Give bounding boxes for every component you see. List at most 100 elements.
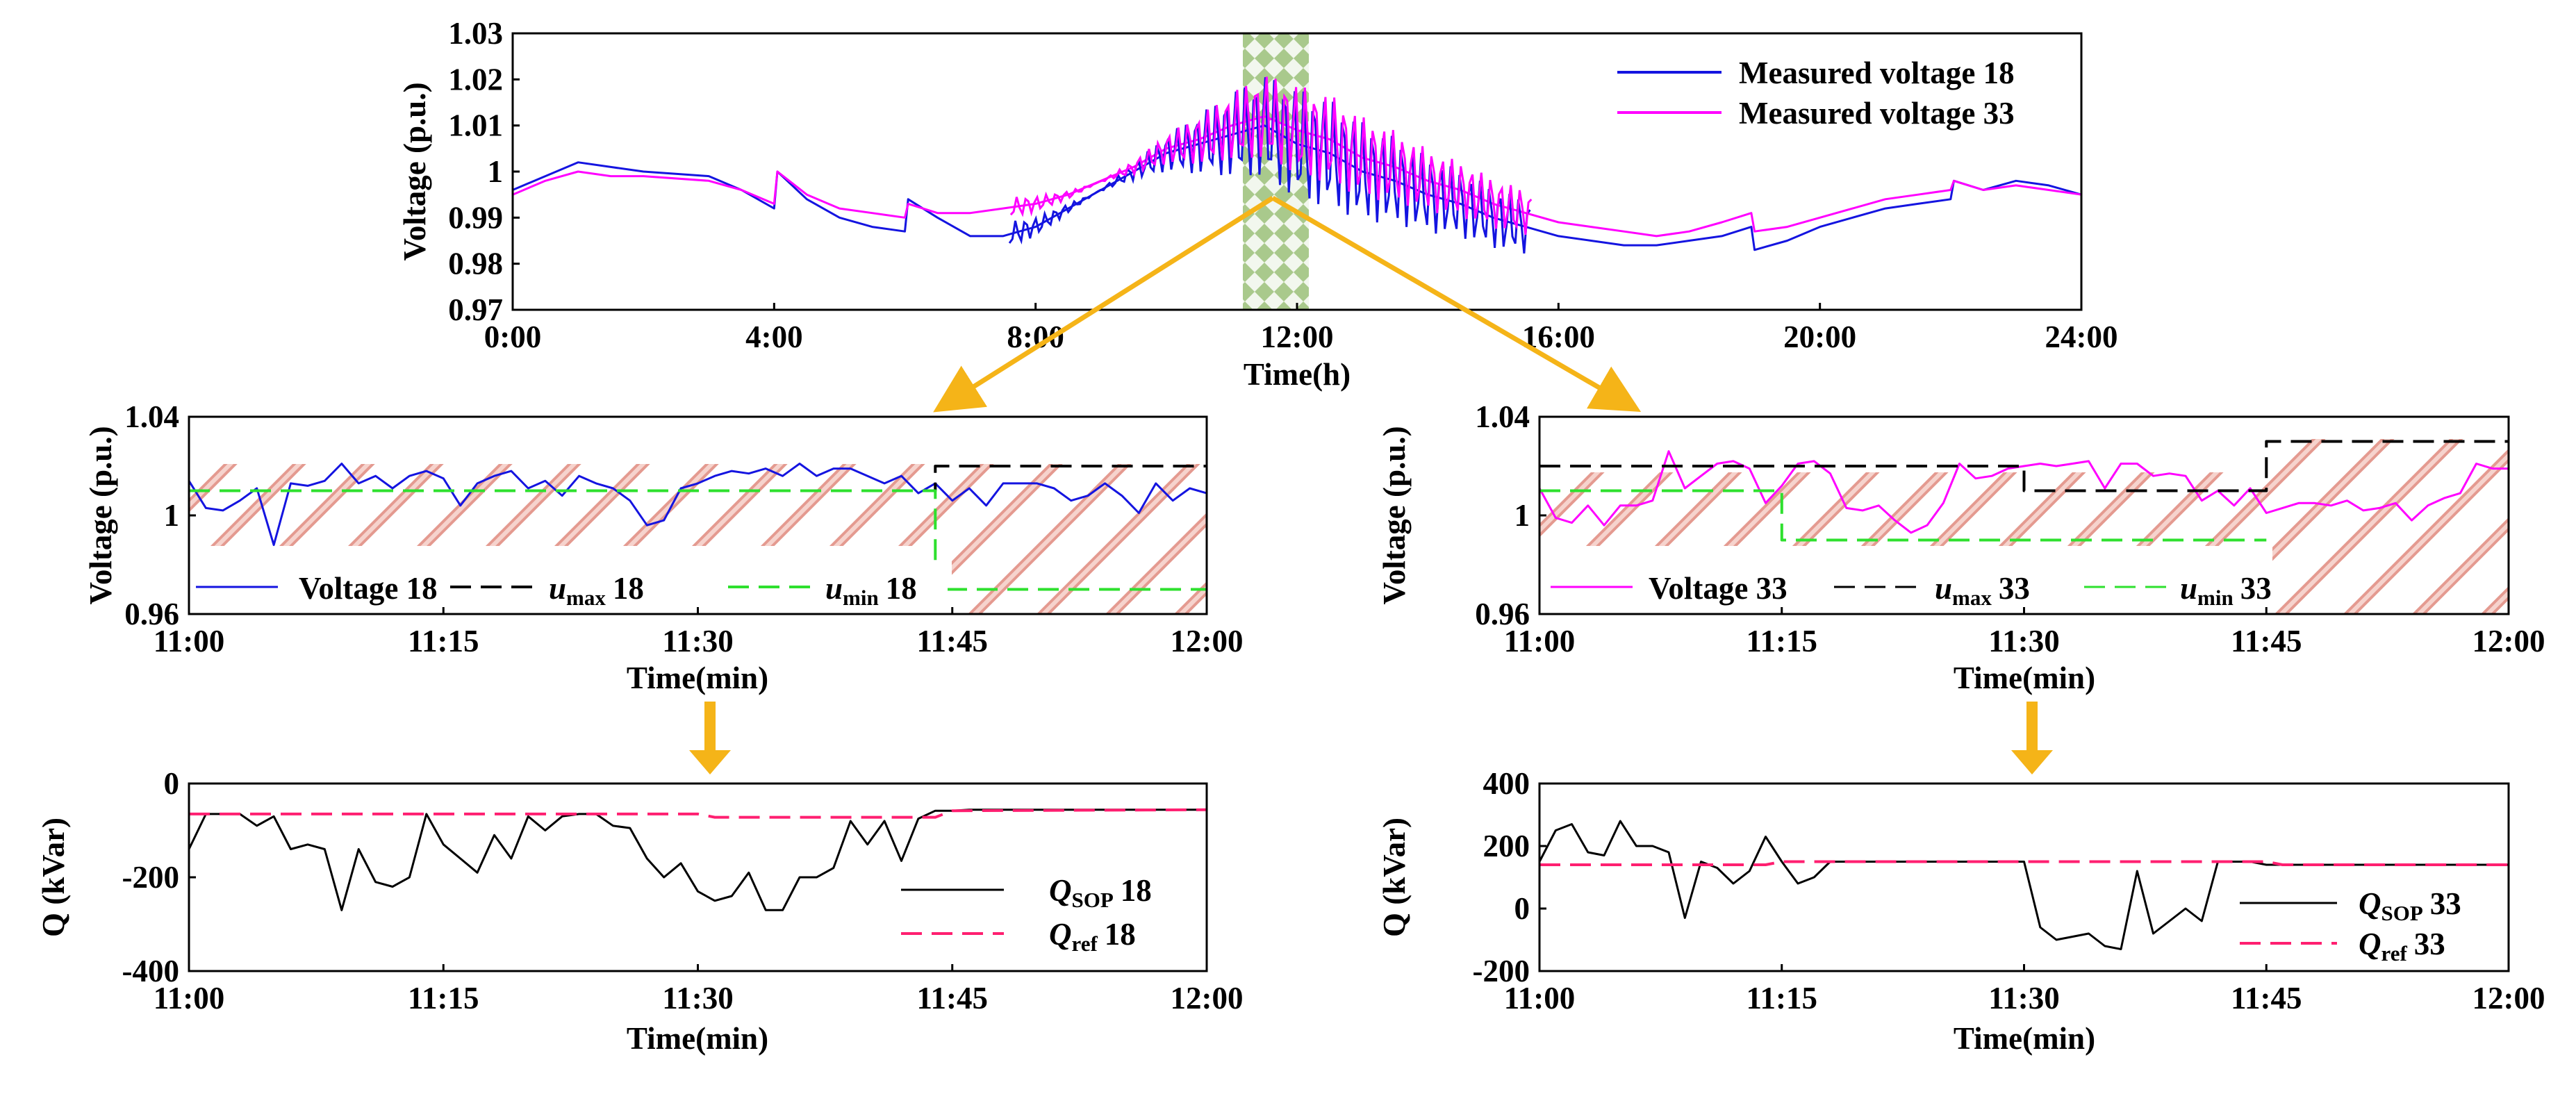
mr-xtick-label: 12:00 <box>2472 624 2545 658</box>
top-legend: Measured voltage 18 Measured voltage 33 <box>1617 56 2015 131</box>
ml-xtick-label: 11:45 <box>916 624 988 658</box>
br-series-1 <box>1539 860 2509 866</box>
top-series-0-fluctuation <box>1008 77 1531 254</box>
top-xtick-label: 0:00 <box>484 320 542 354</box>
bot-left-legend: QSOP 18 Qref 18 <box>901 873 1152 956</box>
bl-ytick-label: 0 <box>164 766 180 801</box>
ml-legend-label-umax: umax 18 <box>549 571 644 610</box>
top-chart: 0:00 4:00 8:00 12:00 16:00 20:00 24:00 0.970.9… <box>397 16 2118 392</box>
bot-left-series-layer <box>188 808 1207 911</box>
ml-legend-label-voltage: Voltage 18 <box>299 571 438 606</box>
mid-right-x-axis-label: Time(min) <box>1954 661 2095 695</box>
mid-right-series-layer <box>1538 440 2509 542</box>
bot-left-x-axis: 11:00 11:15 11:30 11:45 12:00 <box>154 964 1244 1016</box>
bot-right-chart: 11:00 11:15 11:30 11:45 12:00 -200 0 200 400 Ti… <box>1377 766 2545 1056</box>
mr-xtick-label: 11:30 <box>1988 624 2060 658</box>
mr-series-1 <box>1539 440 2509 492</box>
mid-left-hatch-2 <box>952 464 1207 614</box>
top-ytick-label: 1.03 <box>448 16 503 51</box>
bot-right-series-layer <box>1538 820 2509 950</box>
mid-right-hatch-2 <box>1765 472 2272 546</box>
arrow-to-right-panel <box>1271 195 1642 413</box>
ml-xtick-label: 11:00 <box>154 624 225 658</box>
ml-xtick-label: 11:30 <box>662 624 734 658</box>
br-ytick-label: -200 <box>1473 954 1530 988</box>
mr-legend-label-umin: umin 33 <box>2180 571 2272 610</box>
top-highlight-window <box>1243 33 1309 310</box>
top-legend-label-18: Measured voltage 18 <box>1739 56 2015 90</box>
mr-series-2 <box>1539 489 2267 542</box>
ml-xtick-label: 11:15 <box>408 624 479 658</box>
bot-left-y-axis-label: Q (kVar) <box>36 818 71 937</box>
mr-ytick-label: 0.96 <box>1475 597 1530 631</box>
br-legend-label-qsop: QSOP 33 <box>2359 886 2461 925</box>
top-y-axis-label: Voltage (p.u.) <box>397 82 432 260</box>
bl-xtick-label: 11:45 <box>916 981 988 1016</box>
mid-left-x-axis: 11:00 11:15 11:30 11:45 12:00 <box>154 607 1244 658</box>
mid-left-chart: 11:00 11:15 11:30 11:45 12:00 0.96 1 1.04 Time… <box>83 399 1244 695</box>
bl-legend-label-qref: Qref 18 <box>1049 917 1136 956</box>
arrow-to-left-panel <box>933 196 1274 413</box>
mid-left-y-axis-label: Voltage (p.u.) <box>83 426 118 604</box>
ml-xtick-label: 12:00 <box>1171 624 1244 658</box>
mid-left-legend: Voltage 18 umax 18 umin 18 <box>196 571 917 610</box>
mid-left-series-layer <box>188 463 1207 591</box>
bl-xtick-label: 12:00 <box>1171 981 1244 1016</box>
br-legend-label-qref: Qref 33 <box>2359 927 2445 965</box>
br-xtick-label: 11:30 <box>1988 981 2060 1016</box>
ml-ytick-label: 1 <box>164 498 180 533</box>
bot-right-y-axis: -200 0 200 400 <box>1473 766 1546 988</box>
top-x-axis-label: Time(h) <box>1244 357 1351 392</box>
bl-xtick-label: 11:00 <box>154 981 225 1016</box>
mid-right-legend: Voltage 33 umax 33 umin 33 <box>1551 571 2272 610</box>
mid-right-y-axis: 0.96 1 1.04 <box>1475 399 1546 631</box>
bl-series-0 <box>188 809 1207 911</box>
top-series-1-fluctuation <box>1009 76 1533 235</box>
mid-left-x-axis-label: Time(min) <box>627 661 768 695</box>
br-xtick-label: 12:00 <box>2472 981 2545 1016</box>
top-ytick-label: 1.02 <box>448 62 503 97</box>
ml-ytick-label: 1.04 <box>124 399 179 434</box>
mid-left-y-axis: 0.96 1 1.04 <box>124 399 196 631</box>
bot-right-x-axis: 11:00 11:15 11:30 11:45 12:00 <box>1504 964 2545 1016</box>
top-xtick-label: 20:00 <box>1783 320 1856 354</box>
mid-right-hatch-1 <box>1539 472 1765 546</box>
br-xtick-label: 11:15 <box>1746 981 1817 1016</box>
mid-right-chart: 11:00 11:15 11:30 11:45 12:00 0.96 1 1.04 Time… <box>1377 399 2545 695</box>
bl-ytick-label: -200 <box>122 860 180 895</box>
arrow-down-right-head <box>2011 750 2053 774</box>
mid-left-legend-box <box>190 567 948 613</box>
mr-xtick-label: 11:15 <box>1746 624 1817 658</box>
bot-right-legend: QSOP 33 Qref 33 <box>2240 886 2461 965</box>
mr-ytick-label: 1.04 <box>1475 399 1530 434</box>
br-ytick-label: 200 <box>1483 829 1530 863</box>
ml-legend-label-umin: umin 18 <box>825 571 917 610</box>
bl-xtick-label: 11:15 <box>408 981 479 1016</box>
top-ytick-label: 0.98 <box>448 247 503 281</box>
top-y-axis: 0.97 0.98 0.99 1 1.01 1.02 1.03 <box>448 16 520 327</box>
top-series-layer <box>512 76 2082 254</box>
top-ytick-label: 0.99 <box>448 200 503 235</box>
top-xtick-label: 24:00 <box>2045 320 2118 354</box>
ml-series-0 <box>188 463 1207 547</box>
br-ytick-label: 400 <box>1483 766 1530 801</box>
top-ytick-label: 1 <box>488 154 504 189</box>
bl-series-1 <box>189 808 1207 819</box>
br-xtick-label: 11:00 <box>1504 981 1576 1016</box>
ml-ytick-label: 0.96 <box>124 597 179 631</box>
mid-right-x-axis: 11:00 11:15 11:30 11:45 12:00 <box>1504 607 2545 658</box>
bot-right-y-axis-label: Q (kVar) <box>1377 818 1412 937</box>
bot-left-x-axis-label: Time(min) <box>627 1021 768 1056</box>
br-ytick-label: 0 <box>1514 891 1530 926</box>
mid-right-hatch-3 <box>2272 439 2509 614</box>
ml-series-2 <box>189 489 1207 591</box>
top-xtick-label: 12:00 <box>1261 320 1334 354</box>
mr-xtick-label: 11:45 <box>2231 624 2302 658</box>
top-ytick-label: 1.01 <box>448 108 503 143</box>
zoom-arrows <box>689 195 2053 774</box>
mid-right-legend-box <box>1541 567 2270 613</box>
mr-xtick-label: 11:00 <box>1504 624 1576 658</box>
top-legend-label-33: Measured voltage 33 <box>1739 96 2015 131</box>
mr-series-0 <box>1538 450 2509 534</box>
br-xtick-label: 11:45 <box>2231 981 2302 1016</box>
